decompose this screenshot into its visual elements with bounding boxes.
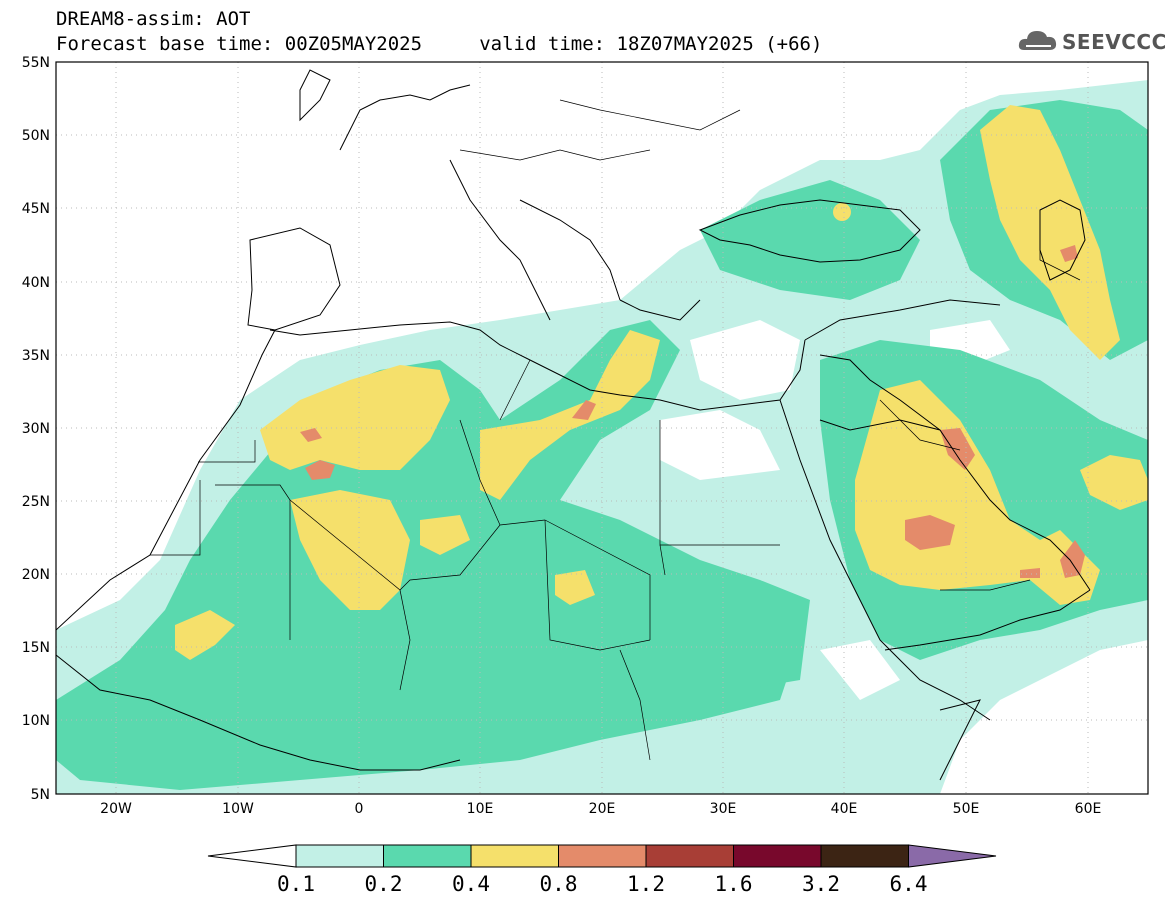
colorbar-label: 1.6 [715,872,753,896]
colorbar-bin [470,844,559,868]
lat-tick: 10N [22,713,50,729]
colorbar-bin [645,844,734,868]
lat-tick: 25N [22,494,50,510]
lat-tick: 5N [31,787,50,803]
graticule [56,62,1148,794]
colorbar-low-triangle [207,844,297,868]
lon-axis: 20W 10W 0 10E 20E 30E 40E 50E 60E [100,801,1101,817]
lat-tick: 20N [22,567,50,583]
lat-tick: 40N [22,275,50,291]
colorbar [207,844,997,868]
colorbar-labels: 0.1 0.2 0.4 0.8 1.2 1.6 3.2 6.4 [277,872,927,896]
lon-tick: 20W [100,801,132,817]
lat-tick: 45N [22,201,50,217]
lon-tick: 0 [355,801,364,817]
aot-level-0.4 [260,365,450,470]
lon-tick: 50E [953,801,980,817]
colorbar-bin [558,844,647,868]
colorbar-label: 0.1 [277,872,315,896]
aot-level-0.2 [56,320,800,790]
colorbar-label: 0.2 [365,872,403,896]
colorbar-bin [295,844,384,868]
seevccc-logo: SEEVCCC [1018,24,1165,58]
lon-tick: 60E [1075,801,1102,817]
lon-tick: 30E [710,801,737,817]
colorbar-label: 1.2 [627,872,665,896]
plot-frame [55,61,1149,795]
lat-axis: 55N 50N 45N 40N 35N 30N 25N 20N 15N 10N … [22,55,50,803]
lon-tick: 10E [467,801,494,817]
forecast-times: Forecast base time: 00Z05MAY2025 valid t… [56,33,823,55]
borders [150,99,1081,761]
lon-tick: 20E [589,801,616,817]
colorbar-label: 3.2 [802,872,840,896]
lon-tick: 40E [831,801,858,817]
aot-level-0.8 [305,460,335,480]
lat-tick: 30N [22,421,50,437]
logo-text: SEEVCCC [1062,30,1165,54]
colorbar-label: 0.8 [540,872,578,896]
colorbar-label: 6.4 [890,872,928,896]
lat-tick: 55N [22,55,50,71]
lat-tick: 50N [22,128,50,144]
cloud-icon [1018,31,1057,50]
lat-tick: 15N [22,640,50,656]
colorbar-bin [820,844,909,868]
colorbar-label: 0.4 [452,872,490,896]
map-title: DREAM8-assim: AOT [56,8,251,30]
colorbar-bin [733,844,822,868]
colorbar-high-triangle [908,844,997,868]
lat-tick: 35N [22,348,50,364]
colorbar-bin [383,844,472,868]
coastlines [56,69,1091,781]
lon-tick: 10W [222,801,254,817]
